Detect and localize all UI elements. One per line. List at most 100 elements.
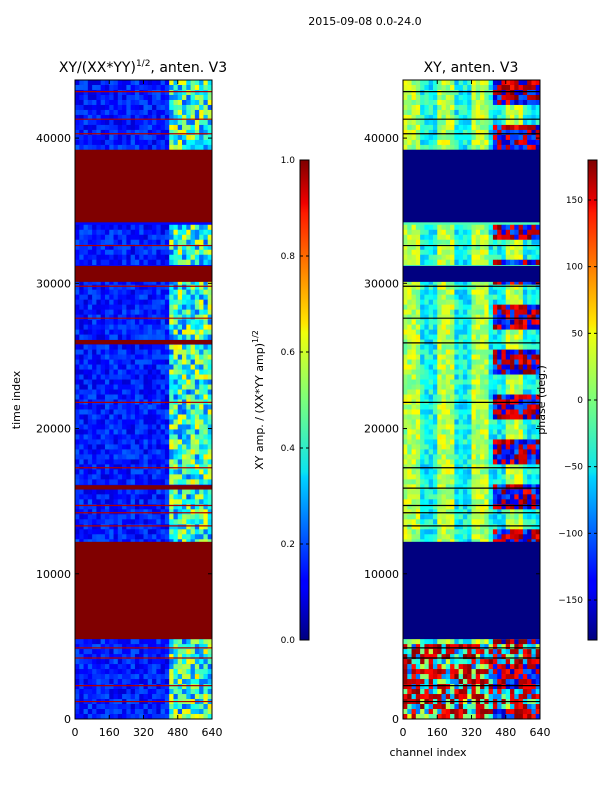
heatmap-cell: [165, 439, 170, 444]
heatmap-cell: [118, 360, 123, 365]
heatmap-cell: [527, 370, 532, 375]
heatmap-cell: [165, 514, 170, 519]
heatmap-cell: [75, 350, 80, 355]
heatmap-cell: [442, 235, 447, 240]
heatmap-cell: [424, 479, 429, 484]
heatmap-cell: [195, 345, 200, 350]
heatmap-cell: [531, 230, 536, 235]
heatmap-cell: [459, 330, 464, 335]
heatmap-cell: [156, 489, 161, 494]
heatmap-cell: [195, 644, 200, 649]
heatmap-cell: [101, 439, 106, 444]
heatmap-cell: [514, 90, 519, 95]
heatmap-cell: [420, 414, 425, 419]
heatmap-cell: [131, 694, 136, 699]
heatmap-cell: [148, 260, 153, 265]
heatmap-cell: [135, 474, 140, 479]
heatmap-cell: [131, 110, 136, 115]
heatmap-cell: [450, 295, 455, 300]
heatmap-cell: [148, 434, 153, 439]
heatmap-cell: [118, 644, 123, 649]
heatmap-cell: [420, 235, 425, 240]
heatmap-cell: [144, 140, 149, 145]
heatmap-cell: [105, 145, 110, 150]
heatmap-cell: [135, 439, 140, 444]
heatmap-cell: [182, 120, 187, 125]
heatmap-cell: [169, 240, 174, 245]
heatmap-cell: [131, 385, 136, 390]
heatmap-cell: [420, 479, 425, 484]
heatmap-cell: [161, 355, 166, 360]
heatmap-cell: [178, 390, 183, 395]
heatmap-cell: [114, 295, 119, 300]
heatmap-cell: [484, 390, 489, 395]
heatmap-cell: [407, 285, 412, 290]
heatmap-cell: [480, 484, 485, 489]
heatmap-cell: [510, 140, 515, 145]
heatmap-cell: [114, 350, 119, 355]
heatmap-cell: [199, 145, 204, 150]
heatmap-cell: [114, 414, 119, 419]
heatmap-cell: [493, 295, 498, 300]
heatmap-cell: [122, 125, 127, 130]
heatmap-cell: [118, 295, 123, 300]
heatmap-cell: [203, 360, 208, 365]
heatmap-cell: [169, 315, 174, 320]
heatmap-cell: [139, 689, 144, 694]
heatmap-cell: [472, 419, 477, 424]
heatmap-cell: [195, 659, 200, 664]
heatmap-cell: [169, 295, 174, 300]
heatmap-cell: [454, 255, 459, 260]
heatmap-cell: [484, 145, 489, 150]
heatmap-cell: [463, 444, 468, 449]
heatmap-cell: [476, 454, 481, 459]
heatmap-cell: [420, 225, 425, 230]
heatmap-cell: [450, 110, 455, 115]
heatmap-cell: [122, 534, 127, 539]
heatmap-cell: [101, 330, 106, 335]
heatmap-cell: [105, 95, 110, 100]
heatmap-cell: [186, 365, 191, 370]
heatmap-cell: [139, 375, 144, 380]
heatmap-cell: [88, 689, 93, 694]
heatmap-cell: [135, 704, 140, 709]
heatmap-cell: [173, 674, 178, 679]
heatmap-cell: [173, 315, 178, 320]
heatmap-cell: [450, 444, 455, 449]
heatmap-cell: [101, 120, 106, 125]
heatmap-cell: [88, 250, 93, 255]
heatmap-cell: [416, 454, 421, 459]
heatmap-cell: [92, 669, 97, 674]
heatmap-cell: [92, 439, 97, 444]
heatmap-cell: [446, 295, 451, 300]
heatmap-cell: [182, 360, 187, 365]
left-plot-title: XY/(XX*YY)1/2, anten. V3: [59, 59, 227, 76]
heatmap-cell: [186, 704, 191, 709]
heatmap-cell: [114, 649, 119, 654]
heatmap-cell: [467, 230, 472, 235]
heatmap-cell: [191, 375, 196, 380]
heatmap-cell: [476, 130, 481, 135]
heatmap-cell: [420, 474, 425, 479]
heatmap-cell: [178, 644, 183, 649]
heatmap-cell: [480, 140, 485, 145]
heatmap-cell: [467, 135, 472, 140]
heatmap-cell: [510, 439, 515, 444]
heatmap-cell: [519, 240, 524, 245]
heatmap-cell: [109, 709, 114, 714]
heatmap-cell: [88, 419, 93, 424]
heatmap-cell: [199, 390, 204, 395]
heatmap-cell: [135, 459, 140, 464]
heatmap-cell: [454, 419, 459, 424]
heatmap-cell: [195, 684, 200, 689]
heatmap-cell: [122, 355, 127, 360]
heatmap-cell: [92, 524, 97, 529]
heatmap-cell: [501, 130, 506, 135]
heatmap-cell: [424, 355, 429, 360]
heatmap-cell: [203, 125, 208, 130]
heatmap-cell: [96, 255, 101, 260]
heatmap-cell: [501, 395, 506, 400]
heatmap-cell: [195, 300, 200, 305]
heatmap-cell: [429, 85, 434, 90]
heatmap-cell: [161, 694, 166, 699]
